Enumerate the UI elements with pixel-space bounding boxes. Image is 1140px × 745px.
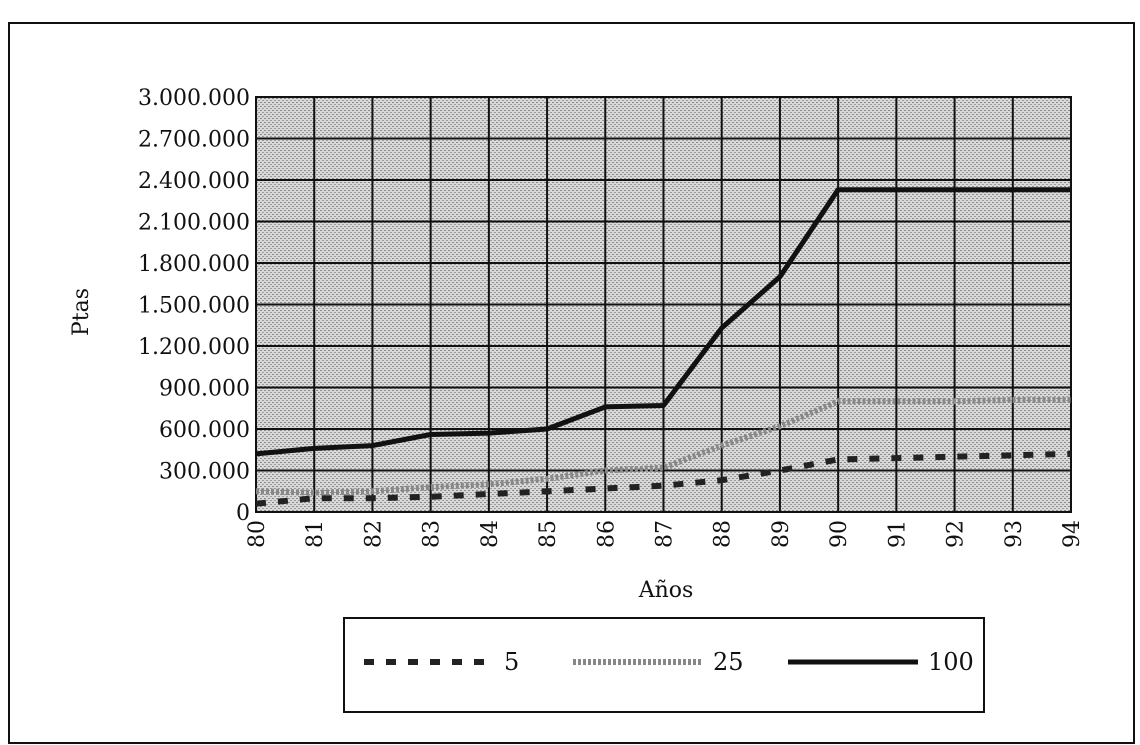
y-tick-label: 1.800.000 — [138, 252, 250, 277]
x-tick-label: 90 — [827, 520, 852, 548]
legend-label-100: 100 — [928, 648, 974, 676]
y-tick-label: 0 — [236, 501, 250, 526]
line-chart: 0 300.000 600.000 900.000 1.200.000 1.500.000… — [8, 22, 1135, 744]
legend-label-25: 25 — [713, 648, 744, 676]
x-tick-label: 94 — [1060, 520, 1085, 548]
legend-label-5: 5 — [504, 648, 519, 676]
y-tick-label: 900.000 — [159, 377, 250, 402]
x-tick-label: 84 — [478, 520, 503, 548]
series-line-100 — [255, 187, 1071, 457]
y-axis-label: Ptas — [69, 288, 94, 336]
x-tick-label: 88 — [711, 520, 736, 548]
x-tick-labels: 80 81 82 83 84 85 86 87 88 89 90 91 92 93 94 — [245, 520, 1085, 548]
x-tick-label: 82 — [361, 520, 386, 548]
x-tick-label: 87 — [653, 520, 678, 548]
chart-frame: 0 300.000 600.000 900.000 1.200.000 1.500.000… — [8, 22, 1136, 745]
y-tick-label: 300.000 — [159, 460, 250, 485]
grid — [255, 96, 1072, 513]
x-tick-label: 93 — [1002, 520, 1027, 548]
x-axis-label: Años — [638, 578, 694, 603]
y-tick-label: 1.500.000 — [138, 294, 250, 319]
x-tick-label: 81 — [303, 520, 328, 548]
x-tick-label: 89 — [769, 520, 794, 548]
legend: 5 25 100 — [364, 648, 974, 676]
x-tick-label: 83 — [420, 520, 445, 548]
y-tick-label: 2.100.000 — [138, 211, 250, 236]
x-tick-label: 91 — [885, 520, 910, 548]
series-lines — [255, 187, 1072, 507]
x-tick-label: 80 — [245, 520, 270, 548]
series-line-5 — [255, 450, 1072, 507]
y-tick-label: 2.400.000 — [138, 169, 250, 194]
x-tick-label: 86 — [594, 520, 619, 548]
y-tick-label: 1.200.000 — [138, 335, 250, 360]
y-tick-labels: 0 300.000 600.000 900.000 1.200.000 1.500.000… — [138, 86, 250, 526]
series-line-25 — [255, 396, 1071, 496]
x-tick-label: 92 — [944, 520, 969, 548]
y-tick-label: 3.000.000 — [138, 86, 250, 111]
x-tick-label: 85 — [536, 520, 561, 548]
y-tick-label: 2.700.000 — [138, 128, 250, 153]
y-tick-label: 600.000 — [159, 418, 250, 443]
